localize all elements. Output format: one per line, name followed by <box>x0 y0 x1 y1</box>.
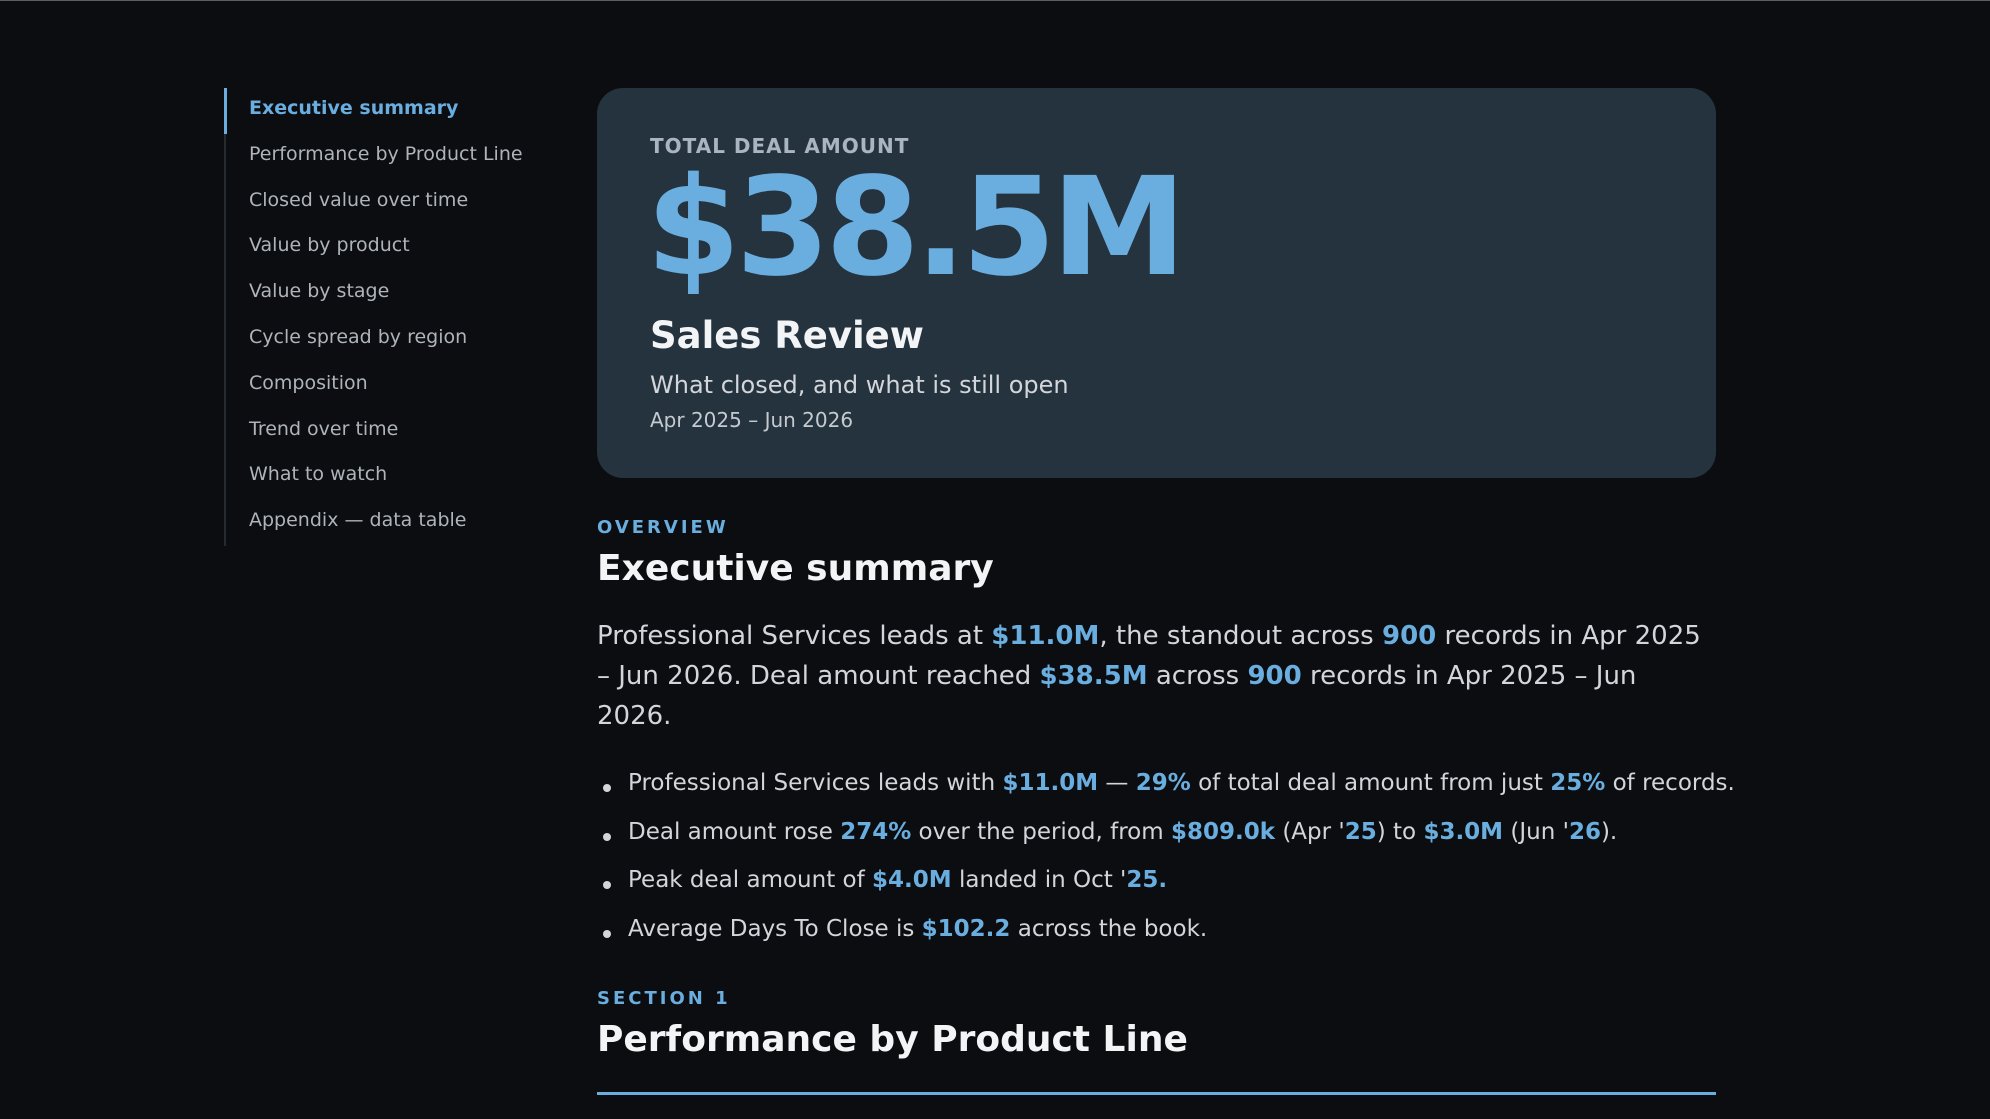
highlight: $3.0M <box>1423 818 1504 845</box>
section-eyebrow: SECTION 1 <box>597 988 731 1009</box>
bullet-dot <box>603 832 611 841</box>
highlight: $102.2 <box>921 915 1011 942</box>
highlight: 900 <box>1247 661 1302 691</box>
hero-title: Sales Review <box>650 314 924 357</box>
text-run: — <box>1098 770 1136 796</box>
highlight: $4.0M <box>872 867 952 893</box>
hero-period: Apr 2025 – Jun 2026 <box>650 408 854 432</box>
text-run: landed in Oct ' <box>951 867 1127 893</box>
text-run: Deal amount rose <box>628 818 841 845</box>
nav-item[interactable]: Trend over time <box>249 417 399 440</box>
highlight: $809.0k <box>1170 818 1276 845</box>
nav-item[interactable]: Value by product <box>249 234 410 257</box>
text-run: across <box>1147 661 1248 691</box>
hero-subtitle: What closed, and what is still open <box>650 371 1069 399</box>
nav-item[interactable]: Composition <box>249 371 368 394</box>
text-run: , the standout across <box>1099 621 1382 651</box>
highlight: 900 <box>1381 621 1437 651</box>
text-run: (Jun ' <box>1503 818 1569 845</box>
text-run: over the period, from <box>911 818 1171 845</box>
text-run: across the book. <box>1010 915 1208 942</box>
highlight: 25. <box>1126 867 1168 893</box>
section-heading: Performance by Product Line <box>597 1019 1188 1060</box>
text-run: of total deal amount from just <box>1190 770 1551 796</box>
highlight: $11.0M <box>1002 770 1099 796</box>
text-run: Professional Services leads at <box>597 621 992 651</box>
bullet-item: Average Days To Close is $102.2 across t… <box>628 916 1207 942</box>
bullet-item: Professional Services leads with $11.0M … <box>628 770 1735 796</box>
bullet-dot <box>603 784 611 792</box>
text-run: ) to <box>1376 818 1424 845</box>
highlight: $38.5M <box>1039 661 1148 691</box>
section-heading: Executive summary <box>597 548 994 589</box>
summary-paragraph: Professional Services leads at $11.0M, t… <box>597 616 1707 736</box>
text-run: ). <box>1600 818 1618 845</box>
bullet-item: Peak deal amount of $4.0M landed in Oct … <box>628 867 1167 893</box>
nav-active-indicator <box>224 88 227 134</box>
text-run: records in Apr 2025 – Jun 2026. <box>597 661 1637 731</box>
text-run: of records. <box>1605 770 1735 796</box>
highlight: 25 <box>1344 818 1377 845</box>
nav-item[interactable]: What to watch <box>249 463 388 486</box>
highlight: 29% <box>1135 770 1191 796</box>
text-run: (Apr ' <box>1275 818 1345 845</box>
hero-card <box>597 88 1716 478</box>
bullet-item: Deal amount rose 274% over the period, f… <box>628 819 1617 845</box>
bullet-dot <box>603 929 611 938</box>
text-run: Professional Services leads with <box>628 770 1003 796</box>
text-run: records in Apr 2025 – Jun 2026. Deal amo… <box>597 621 1701 691</box>
nav-rail <box>224 88 226 546</box>
section-eyebrow: OVERVIEW <box>597 517 729 538</box>
text-run: Peak deal amount of <box>628 867 873 893</box>
nav-item[interactable]: Cycle spread by region <box>249 326 468 348</box>
section-rule <box>597 1092 1716 1095</box>
highlight: 26 <box>1568 818 1601 845</box>
highlight: $11.0M <box>991 621 1100 651</box>
top-border <box>0 0 1990 1</box>
text-run: Average Days To Close is <box>628 915 922 942</box>
highlight: 25% <box>1550 770 1606 796</box>
hero-kicker: TOTAL DEAL AMOUNT <box>650 134 910 158</box>
nav-item[interactable]: Value by stage <box>249 280 390 303</box>
bullet-dot <box>603 881 611 889</box>
highlight: 274% <box>840 818 912 845</box>
hero-value: $38.5M <box>646 149 1187 307</box>
nav-item[interactable]: Appendix — data table <box>249 509 467 532</box>
nav-item[interactable]: Closed value over time <box>249 188 469 211</box>
nav-item[interactable]: Executive summary <box>249 97 459 119</box>
nav-item[interactable]: Performance by Product Line <box>249 142 523 165</box>
